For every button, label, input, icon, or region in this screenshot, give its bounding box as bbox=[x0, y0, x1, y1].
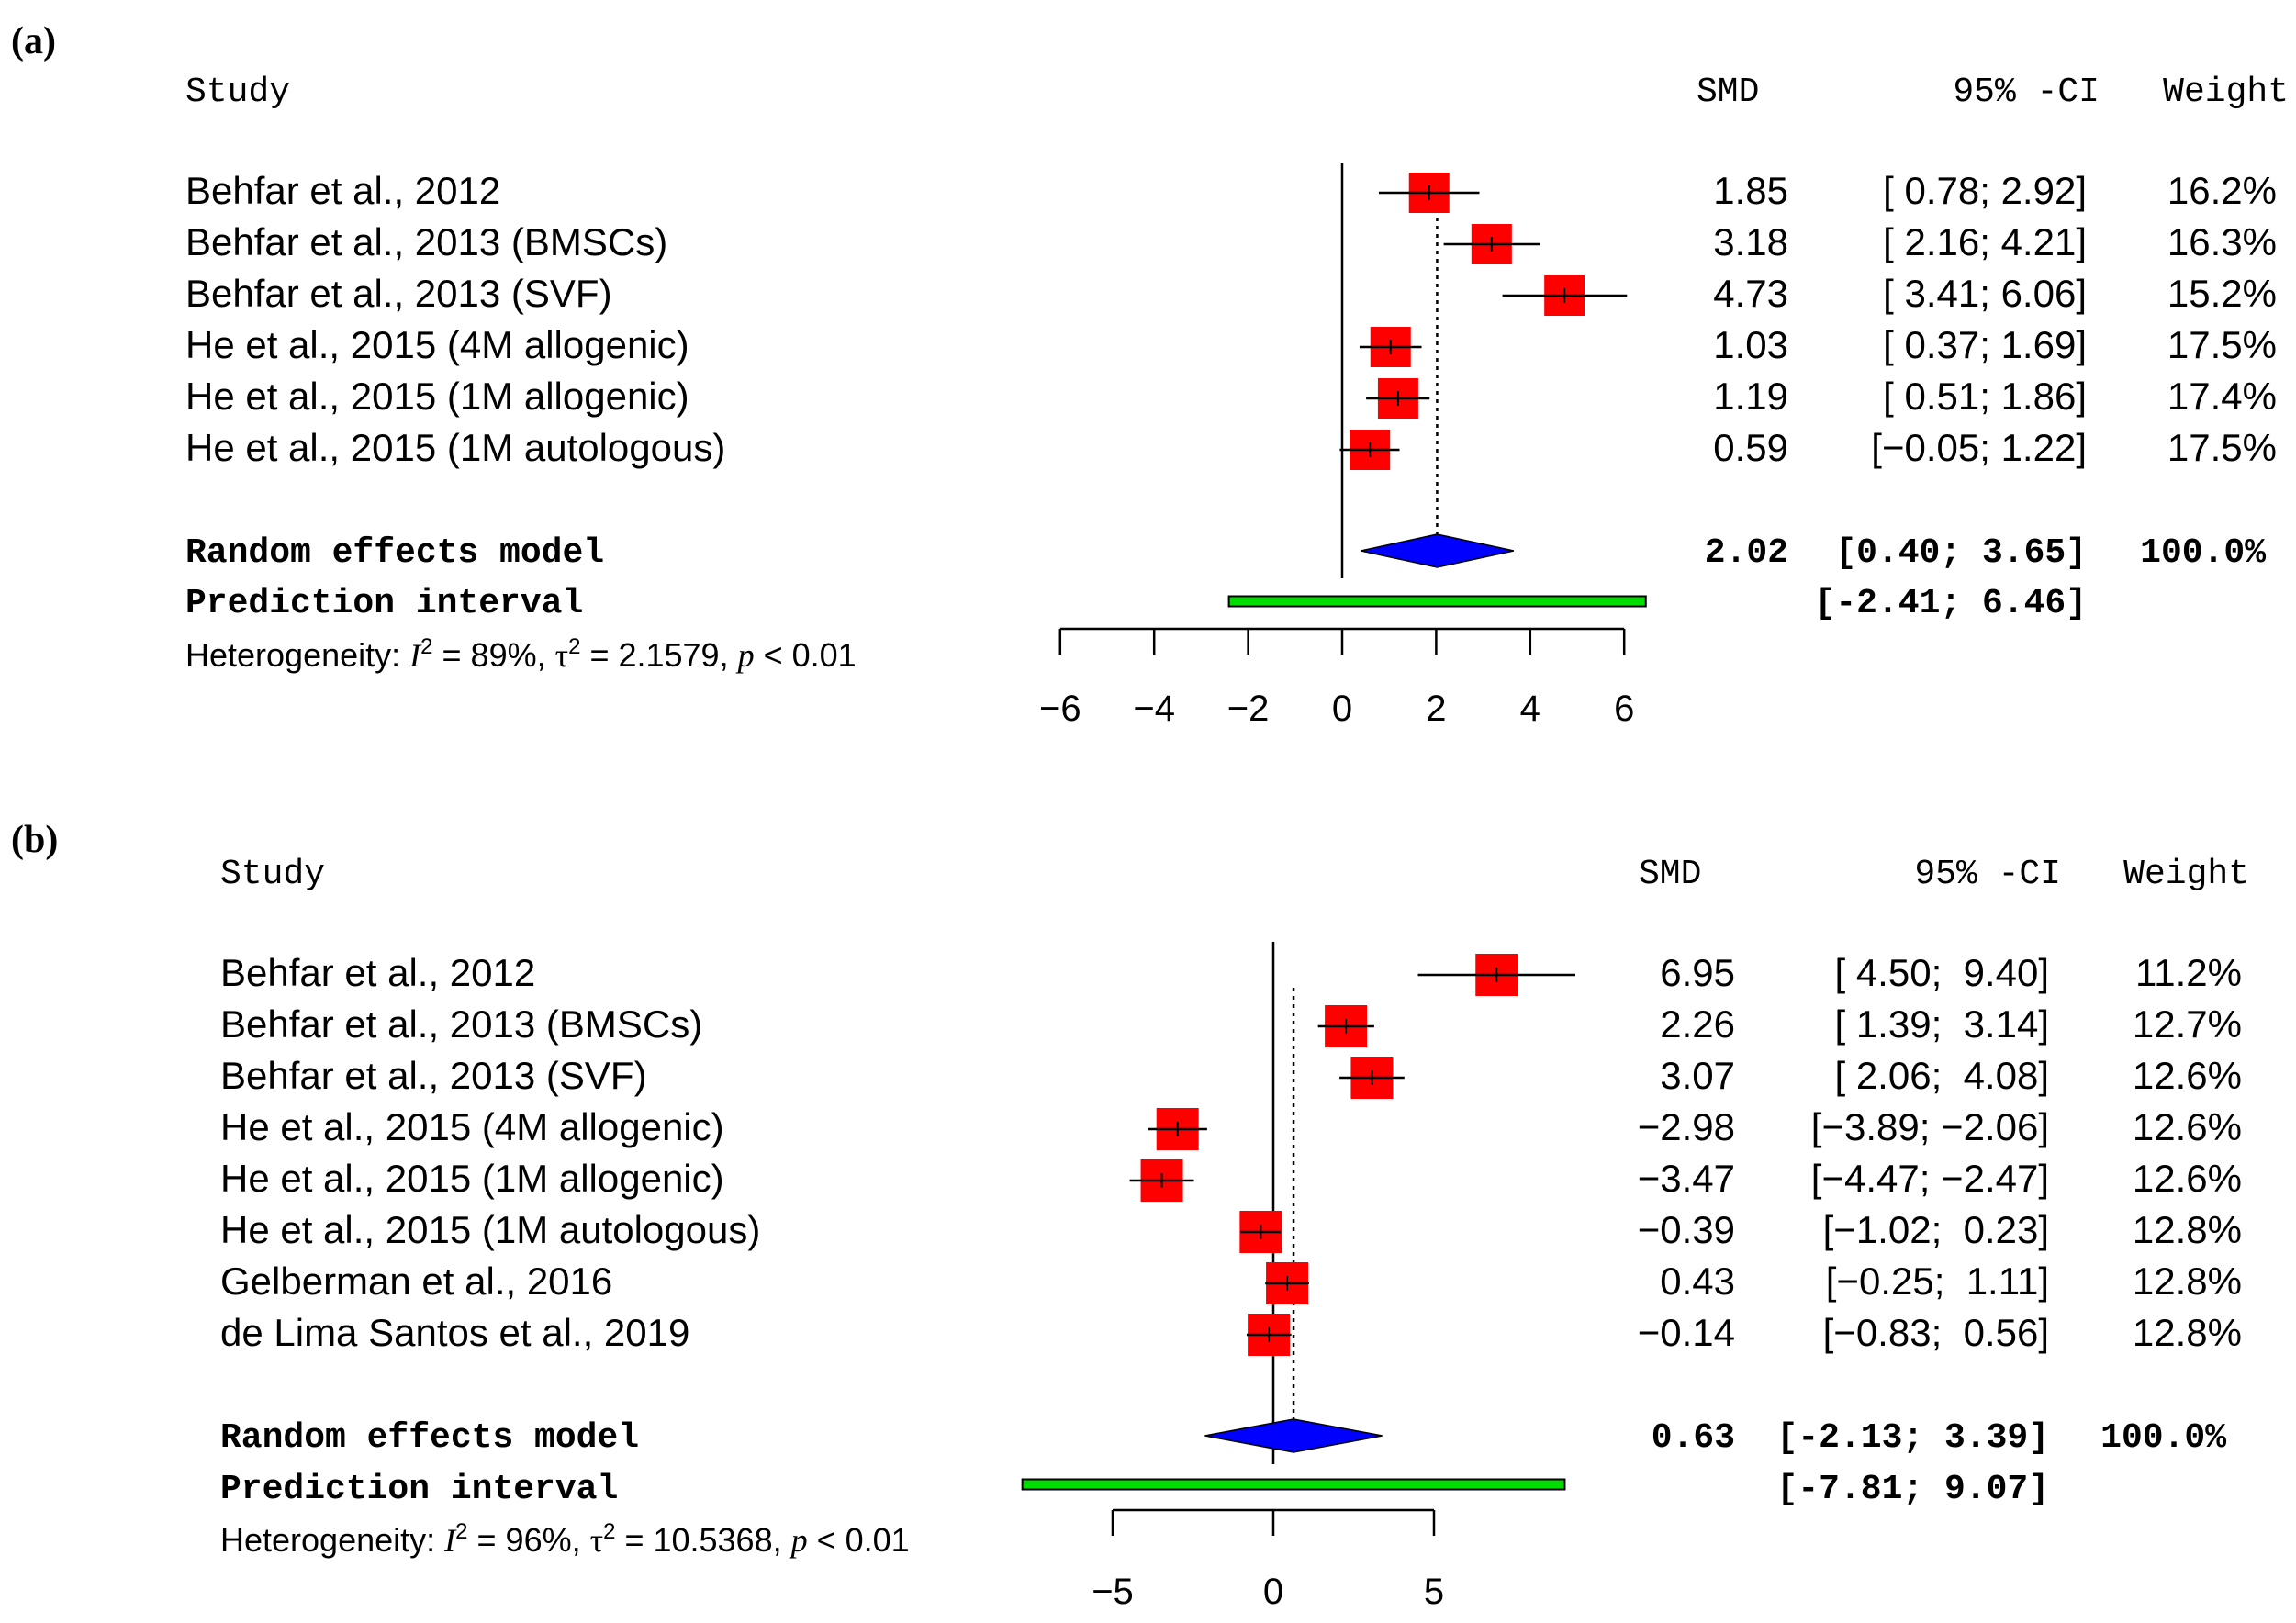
random-effects-diamond bbox=[1204, 1418, 1383, 1453]
random-effects-ci: [0.40; 3.65] bbox=[1835, 533, 2087, 573]
heterogeneity-text: Heterogeneity: I2 = 89%, τ2 = 2.1579, p … bbox=[185, 634, 857, 674]
x-axis-tick-label: 0 bbox=[1263, 1572, 1283, 1612]
weight-column-header: Weight bbox=[2123, 855, 2249, 894]
study-name: de Lima Santos et al., 2019 bbox=[220, 1311, 689, 1354]
study-ci-value: [ 0.78; 2.92] bbox=[1883, 169, 2087, 212]
x-axis-tick-label: −6 bbox=[1039, 688, 1081, 729]
study-name: Gelberman et al., 2016 bbox=[220, 1259, 612, 1303]
study-weight-value: 12.6% bbox=[2133, 1054, 2242, 1097]
study-name: Behfar et al., 2012 bbox=[185, 169, 500, 212]
random-effects-weight: 100.0% bbox=[2140, 533, 2266, 573]
study-name: He et al., 2015 (4M allogenic) bbox=[185, 323, 689, 366]
study-smd-value: −0.39 bbox=[1638, 1208, 1735, 1251]
study-smd-value: 2.26 bbox=[1660, 1002, 1735, 1046]
study-name: He et al., 2015 (1M autologous) bbox=[185, 426, 725, 469]
study-ci-value: [ 3.41; 6.06] bbox=[1883, 272, 2087, 315]
study-column-header: Study bbox=[185, 73, 290, 112]
study-smd-value: 0.43 bbox=[1660, 1259, 1735, 1303]
study-ci-value: [−1.02; 0.23] bbox=[1823, 1208, 2049, 1251]
x-axis-tick-label: 4 bbox=[1520, 688, 1540, 729]
study-smd-value: 3.07 bbox=[1660, 1054, 1735, 1097]
study-weight-value: 17.5% bbox=[2167, 426, 2277, 469]
study-weight-value: 17.4% bbox=[2167, 375, 2277, 418]
study-ci-value: [−0.83; 0.56] bbox=[1823, 1311, 2049, 1354]
prediction-interval-ci: [-2.41; 6.46] bbox=[1815, 584, 2087, 623]
study-ci-value: [ 4.50; 9.40] bbox=[1834, 951, 2049, 994]
forest-plot-b: (b) Study SMD 95% -CI Weight Behfar et a… bbox=[11, 819, 2249, 1612]
study-name: Behfar et al., 2012 bbox=[220, 951, 535, 994]
prediction-interval-label: Prediction interval bbox=[185, 584, 583, 623]
study-ci-value: [−3.89; −2.06] bbox=[1811, 1105, 2049, 1148]
study-ci-value: [−0.25; 1.11] bbox=[1826, 1259, 2049, 1303]
random-effects-ci: [-2.13; 3.39] bbox=[1777, 1418, 2049, 1458]
panel-label-a: (a) bbox=[11, 20, 56, 62]
random-effects-smd: 2.02 bbox=[1705, 533, 1788, 573]
x-axis-tick-label: 2 bbox=[1426, 688, 1446, 729]
study-column-header: Study bbox=[220, 855, 325, 894]
random-effects-label: Random effects model bbox=[185, 533, 604, 573]
x-axis-tick-label: −5 bbox=[1092, 1572, 1134, 1612]
study-ci-value: [ 0.51; 1.86] bbox=[1883, 375, 2087, 418]
random-effects-diamond bbox=[1361, 533, 1515, 568]
study-weight-value: 12.7% bbox=[2133, 1002, 2242, 1046]
study-smd-value: −3.47 bbox=[1638, 1157, 1735, 1200]
smd-column-header: SMD bbox=[1639, 855, 1701, 894]
forest-plot-a: (a) Study SMD 95% -CI Weight Behfar et a… bbox=[11, 20, 2289, 729]
study-weight-value: 12.8% bbox=[2133, 1311, 2242, 1354]
random-effects-smd: 0.63 bbox=[1652, 1418, 1735, 1458]
x-axis-tick-label: 5 bbox=[1424, 1572, 1444, 1612]
study-weight-value: 12.6% bbox=[2133, 1105, 2242, 1148]
study-smd-value: 6.95 bbox=[1660, 951, 1735, 994]
x-axis-tick-label: 6 bbox=[1614, 688, 1634, 729]
study-weight-value: 12.6% bbox=[2133, 1157, 2242, 1200]
study-ci-value: [ 1.39; 3.14] bbox=[1834, 1002, 2049, 1046]
random-effects-label: Random effects model bbox=[220, 1418, 639, 1458]
study-weight-value: 16.2% bbox=[2167, 169, 2277, 212]
study-smd-value: 1.19 bbox=[1713, 375, 1788, 418]
smd-column-header: SMD bbox=[1697, 73, 1759, 112]
random-effects-weight: 100.0% bbox=[2100, 1418, 2226, 1458]
study-weight-value: 11.2% bbox=[2135, 951, 2242, 994]
study-ci-value: [ 0.37; 1.69] bbox=[1883, 323, 2087, 366]
x-axis-tick-label: 0 bbox=[1332, 688, 1352, 729]
study-weight-value: 16.3% bbox=[2167, 220, 2277, 263]
study-name: Behfar et al., 2013 (SVF) bbox=[220, 1054, 647, 1097]
study-smd-value: 3.18 bbox=[1713, 220, 1788, 263]
study-smd-value: −2.98 bbox=[1638, 1105, 1735, 1148]
ci-column-header: 95% -CI bbox=[1914, 855, 2061, 894]
study-name: Behfar et al., 2013 (SVF) bbox=[185, 272, 612, 315]
heterogeneity-text: Heterogeneity: I2 = 96%, τ2 = 10.5368, p… bbox=[220, 1519, 910, 1559]
x-axis-tick-label: −2 bbox=[1227, 688, 1270, 729]
study-name: He et al., 2015 (1M allogenic) bbox=[185, 375, 689, 418]
study-name: He et al., 2015 (1M autologous) bbox=[220, 1208, 760, 1251]
x-axis-tick-label: −4 bbox=[1133, 688, 1175, 729]
study-smd-value: 4.73 bbox=[1713, 272, 1788, 315]
panel-label-b: (b) bbox=[11, 819, 58, 861]
study-smd-value: −0.14 bbox=[1638, 1311, 1735, 1354]
study-weight-value: 17.5% bbox=[2167, 323, 2277, 366]
weight-column-header: Weight bbox=[2163, 73, 2289, 112]
study-name: He et al., 2015 (1M allogenic) bbox=[220, 1157, 724, 1200]
prediction-interval-ci: [-7.81; 9.07] bbox=[1777, 1470, 2049, 1509]
study-name: Behfar et al., 2013 (BMSCs) bbox=[185, 220, 667, 263]
prediction-interval-label: Prediction interval bbox=[220, 1470, 618, 1509]
study-weight-value: 15.2% bbox=[2167, 272, 2277, 315]
study-smd-value: 1.85 bbox=[1713, 169, 1788, 212]
study-name: Behfar et al., 2013 (BMSCs) bbox=[220, 1002, 702, 1046]
study-smd-value: 0.59 bbox=[1713, 426, 1788, 469]
study-weight-value: 12.8% bbox=[2133, 1259, 2242, 1303]
study-ci-value: [−4.47; −2.47] bbox=[1811, 1157, 2049, 1200]
ci-column-header: 95% -CI bbox=[1953, 73, 2100, 112]
prediction-interval-bar bbox=[1227, 595, 1647, 608]
study-name: He et al., 2015 (4M allogenic) bbox=[220, 1105, 724, 1148]
study-ci-value: [ 2.06; 4.08] bbox=[1834, 1054, 2049, 1097]
study-weight-value: 12.8% bbox=[2133, 1208, 2242, 1251]
prediction-interval-bar bbox=[1021, 1478, 1566, 1491]
study-ci-value: [ 2.16; 4.21] bbox=[1883, 220, 2087, 263]
study-ci-value: [−0.05; 1.22] bbox=[1871, 426, 2087, 469]
study-smd-value: 1.03 bbox=[1713, 323, 1788, 366]
